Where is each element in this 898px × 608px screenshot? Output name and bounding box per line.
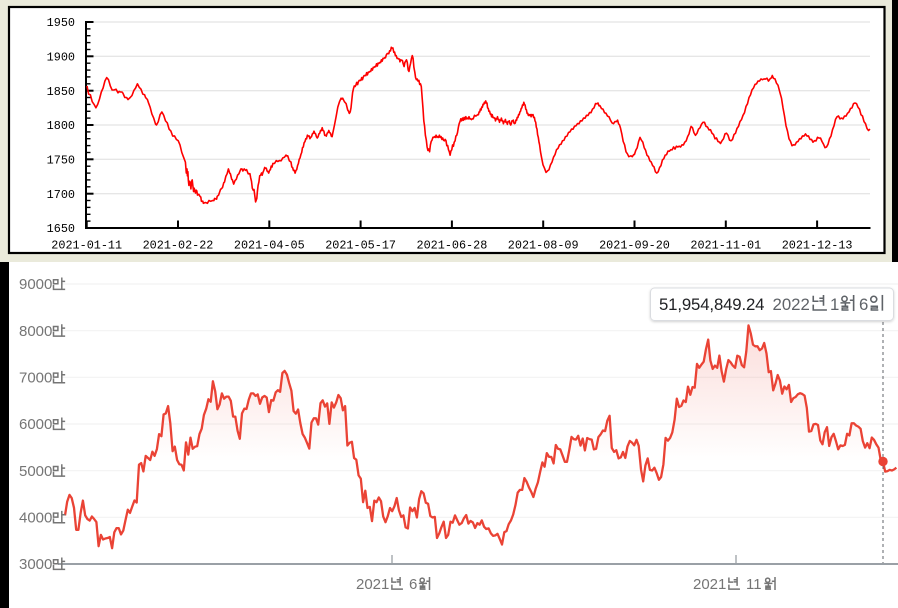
- svg-text:1800: 1800: [47, 119, 75, 133]
- svg-text:2021-11-01: 2021-11-01: [690, 239, 761, 253]
- svg-text:2021-08-09: 2021-08-09: [508, 239, 579, 253]
- svg-text:2022: 2022: [773, 295, 810, 314]
- svg-text:2021-04-05: 2021-04-05: [234, 239, 305, 253]
- svg-text:7000: 7000: [19, 370, 52, 387]
- svg-text:6000: 6000: [19, 416, 52, 433]
- svg-text:8000: 8000: [19, 323, 52, 340]
- svg-text:6: 6: [859, 295, 868, 314]
- svg-text:11: 11: [746, 576, 762, 593]
- svg-text:2021-09-20: 2021-09-20: [599, 239, 670, 253]
- svg-text:51,954,849.24: 51,954,849.24: [659, 295, 764, 314]
- svg-text:1950: 1950: [47, 16, 75, 30]
- svg-text:6: 6: [409, 576, 417, 593]
- svg-text:3000: 3000: [19, 556, 52, 573]
- svg-text:1700: 1700: [47, 188, 75, 202]
- svg-text:2021: 2021: [356, 576, 389, 593]
- svg-text:2021-02-22: 2021-02-22: [143, 239, 214, 253]
- svg-text:2021-12-13: 2021-12-13: [782, 239, 853, 253]
- svg-text:1650: 1650: [47, 222, 75, 236]
- svg-text:2021-06-28: 2021-06-28: [417, 239, 488, 253]
- svg-text:2021: 2021: [693, 576, 726, 593]
- svg-text:2021-01-11: 2021-01-11: [51, 239, 122, 253]
- svg-text:5000: 5000: [19, 463, 52, 480]
- svg-text:1850: 1850: [47, 85, 75, 99]
- svg-text:2021-05-17: 2021-05-17: [325, 239, 396, 253]
- svg-text:1: 1: [830, 295, 839, 314]
- svg-text:1750: 1750: [47, 154, 75, 168]
- svg-text:9000: 9000: [19, 276, 52, 293]
- svg-text:4000: 4000: [19, 510, 52, 527]
- svg-text:1900: 1900: [47, 51, 75, 65]
